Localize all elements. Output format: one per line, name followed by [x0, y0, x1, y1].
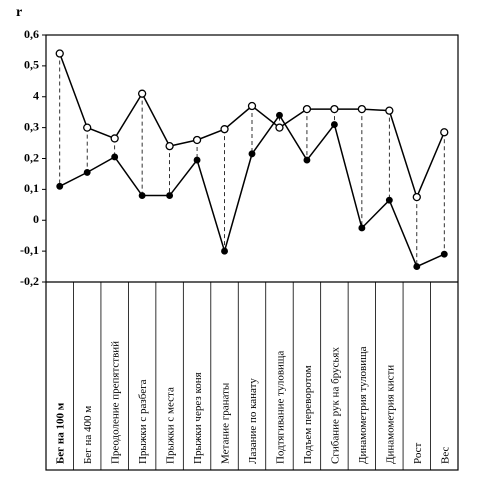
x-tick-label: Бег на 100 м — [55, 402, 67, 464]
point — [330, 121, 338, 128]
x-tick-label: Прыжки через коня — [192, 372, 204, 464]
point — [83, 123, 92, 132]
x-tick-label: Прыжки с места — [165, 387, 177, 464]
y-tick-label: 0 — [33, 212, 39, 226]
point — [55, 49, 64, 58]
point — [330, 104, 339, 114]
x-tick-label: Подъем переворотом — [302, 365, 314, 464]
x-tick-label: Вес — [439, 447, 451, 464]
point — [440, 128, 449, 137]
point — [138, 192, 146, 199]
point — [275, 123, 284, 132]
point — [192, 135, 202, 145]
y-axis-label: r — [16, 5, 22, 20]
point — [248, 150, 256, 158]
point — [165, 141, 174, 151]
point — [137, 89, 147, 98]
point — [413, 263, 421, 271]
x-tick-label: Подтягивание туловища — [274, 351, 286, 464]
point — [247, 101, 257, 111]
point — [385, 106, 394, 115]
y-tick-label: 0,3 — [24, 119, 39, 133]
point — [358, 224, 366, 232]
point — [56, 182, 64, 190]
point — [440, 250, 448, 258]
point — [276, 111, 283, 119]
y-tick-label: -0,1 — [20, 243, 39, 257]
y-tick-label: 0,5 — [24, 58, 39, 72]
x-tick-label: Рост — [412, 443, 424, 465]
y-tick-label: 0,2 — [24, 150, 39, 164]
point — [83, 168, 91, 176]
y-tick-label: 0,1 — [24, 181, 39, 195]
x-tick-label: Динамометрия туловища — [357, 346, 369, 464]
point — [302, 104, 312, 114]
point — [193, 156, 201, 164]
point — [357, 104, 367, 114]
y-tick-label: 0,6 — [24, 27, 39, 41]
x-tick-label: Динамометрия кисти — [384, 365, 396, 464]
point — [110, 134, 119, 143]
point — [220, 125, 229, 134]
point — [412, 192, 421, 202]
y-tick-label: 4 — [33, 89, 39, 103]
x-tick-label: Лазание по канату — [247, 378, 259, 464]
x-tick-label: Сгибание рук на брусьях — [329, 347, 341, 464]
x-tick-label: Метание гранаты — [220, 382, 232, 464]
x-tick-label: Прыжки с разбега — [137, 379, 149, 464]
point — [385, 196, 393, 204]
frame — [45, 34, 459, 471]
y-tick-label: -0,2 — [20, 274, 39, 288]
point — [303, 156, 311, 164]
point — [166, 192, 174, 199]
point — [221, 247, 228, 255]
series-line — [59, 53, 445, 200]
x-tick-label: Преодоление препятствий — [110, 341, 122, 464]
x-tick-label: Бег на 400 м — [82, 406, 94, 464]
point — [111, 153, 119, 161]
